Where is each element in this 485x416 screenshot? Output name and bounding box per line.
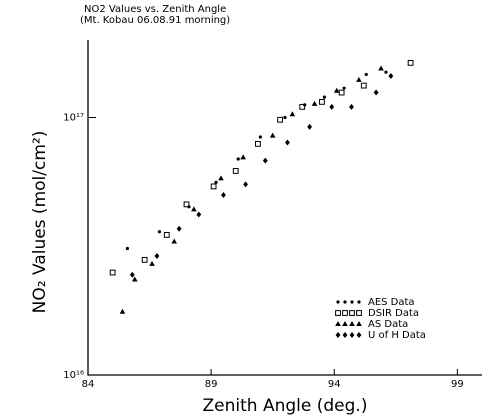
point — [221, 192, 226, 199]
point — [141, 256, 148, 263]
point — [283, 115, 287, 120]
point — [299, 103, 306, 110]
point — [154, 252, 160, 259]
chart-subtitle: (Mt. Kobau 06.08.91 morning) — [80, 15, 230, 26]
point — [373, 89, 379, 96]
point — [356, 76, 362, 82]
legend-marker — [356, 332, 362, 338]
point — [388, 72, 394, 79]
point — [218, 175, 224, 181]
chart-title: NO2 Values vs. Zenith Angle — [84, 4, 226, 15]
point — [171, 238, 177, 244]
x-tick-label: 94 — [328, 379, 341, 390]
point — [214, 180, 218, 184]
legend-marker — [336, 300, 340, 304]
legend-label: DSIR Data — [368, 308, 419, 319]
point — [338, 89, 345, 96]
x-tick-label: 99 — [451, 379, 464, 390]
point — [262, 157, 268, 164]
legend-marker — [342, 310, 348, 316]
legend-label: U of H Data — [368, 330, 426, 341]
point — [258, 135, 262, 139]
point — [131, 276, 138, 282]
point — [269, 132, 276, 138]
point — [289, 111, 296, 117]
legend-marker — [342, 332, 348, 338]
legend-marker — [357, 300, 361, 304]
point — [349, 103, 354, 110]
legend-marker — [350, 300, 354, 304]
point — [109, 269, 116, 276]
legend-marker — [342, 321, 348, 326]
point — [311, 100, 318, 106]
point — [360, 82, 367, 89]
point — [240, 154, 246, 160]
point — [285, 139, 290, 146]
point — [243, 181, 248, 188]
point — [407, 59, 414, 66]
point — [119, 308, 126, 314]
point — [125, 246, 129, 251]
legend-marker — [335, 310, 341, 316]
legend-marker — [349, 332, 355, 338]
point — [364, 72, 368, 77]
point — [183, 201, 190, 208]
x-tick-label: 89 — [205, 379, 218, 390]
legend-marker — [335, 332, 341, 338]
point — [322, 95, 326, 99]
point — [236, 157, 240, 161]
legend-marker — [356, 321, 362, 326]
point — [210, 183, 217, 190]
y-axis-label: NO₂ Values (mol/cm²) — [30, 131, 50, 314]
point — [163, 232, 170, 238]
legend-marker — [356, 310, 362, 316]
point — [176, 225, 182, 232]
point — [149, 260, 155, 266]
point — [277, 116, 283, 123]
point — [319, 98, 325, 105]
point — [232, 168, 239, 174]
y-tick-label: 10¹⁷ — [63, 113, 84, 124]
legend-marker — [349, 310, 355, 316]
x-axis-label: Zenith Angle (deg.) — [203, 396, 368, 416]
point — [196, 211, 202, 218]
point — [378, 65, 384, 71]
point — [307, 123, 313, 130]
point — [191, 206, 197, 212]
point — [329, 103, 335, 110]
x-tick-label: 84 — [82, 379, 95, 390]
legend-label: AS Data — [368, 319, 408, 330]
legend-label: AES Data — [368, 297, 415, 308]
point — [255, 140, 261, 147]
point — [333, 87, 340, 93]
point — [384, 70, 388, 74]
axes — [87, 40, 482, 376]
legend-marker — [335, 321, 341, 326]
y-tick-label: 10¹⁶ — [63, 370, 84, 381]
point — [129, 271, 135, 278]
point — [157, 230, 162, 234]
point — [342, 86, 346, 90]
legend-marker — [343, 300, 347, 304]
legend-marker — [349, 321, 355, 326]
